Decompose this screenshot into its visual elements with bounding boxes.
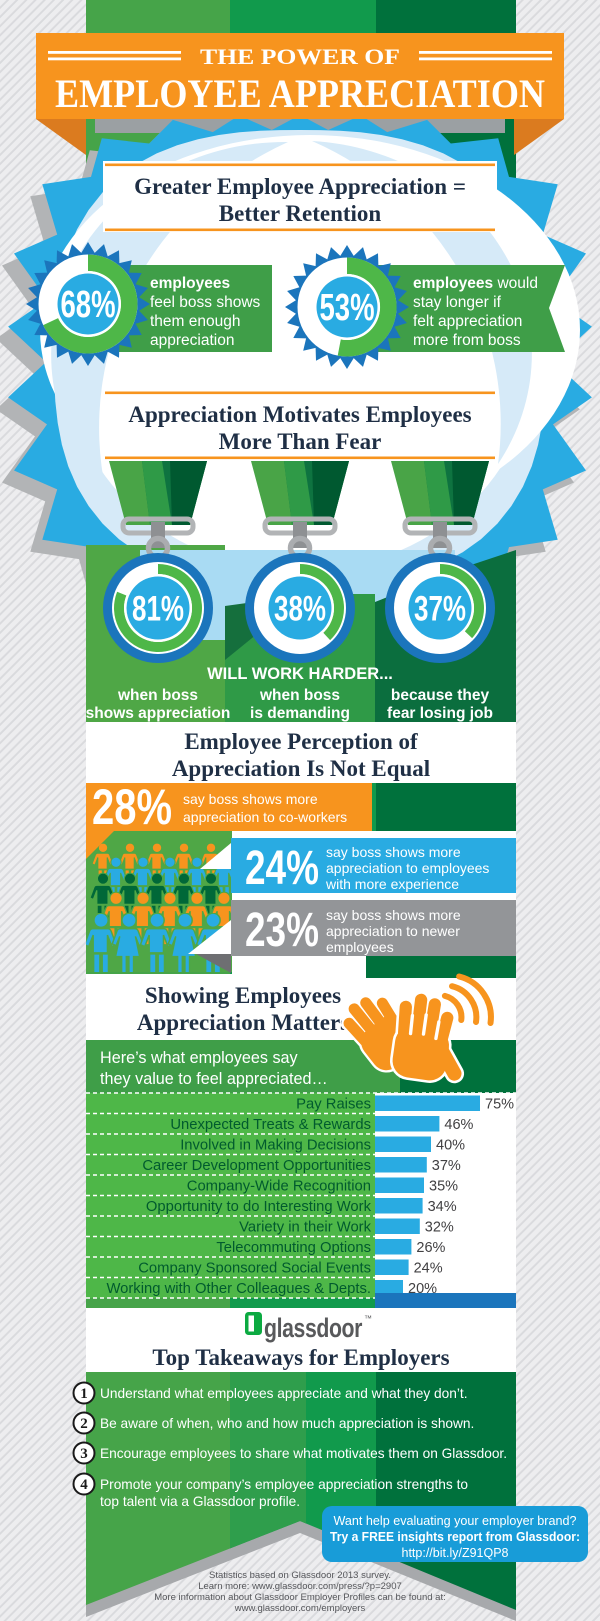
svg-text:Try a FREE insights report fro: Try a FREE insights report from Glassdoo…	[330, 1530, 580, 1544]
svg-text:Greater Employee Appreciation: Greater Employee Appreciation =	[134, 174, 466, 199]
svg-text:say boss shows more: say boss shows more	[183, 791, 318, 807]
svg-text:81%: 81%	[132, 590, 184, 629]
svg-text:28%: 28%	[92, 779, 172, 835]
svg-text:More information about Glassdo: More information about Glassdoor Employe…	[154, 1592, 446, 1603]
svg-text:Appreciation Motivates Employe: Appreciation Motivates Employees	[128, 402, 471, 427]
svg-text:4: 4	[80, 1477, 88, 1493]
svg-text:felt appreciation: felt appreciation	[413, 313, 522, 330]
svg-text:Variety in their Work: Variety in their Work	[239, 1220, 371, 1236]
svg-text:Company Sponsored Social Event: Company Sponsored Social Events	[138, 1261, 371, 1277]
svg-text:www.glassdoor.com/employers: www.glassdoor.com/employers	[234, 1603, 366, 1614]
svg-text:37%: 37%	[414, 590, 466, 629]
svg-text:Company-Wide Recognition: Company-Wide Recognition	[187, 1179, 371, 1195]
svg-text:Showing Employees: Showing Employees	[145, 983, 341, 1008]
svg-text:say boss shows more: say boss shows more	[326, 844, 461, 860]
svg-text:68%: 68%	[61, 284, 116, 326]
svg-text:appreciation to newer: appreciation to newer	[326, 923, 460, 939]
svg-text:Want help evaluating your empl: Want help evaluating your employer brand…	[334, 1514, 577, 1528]
svg-text:38%: 38%	[274, 590, 326, 629]
svg-text:32%: 32%	[425, 1220, 454, 1236]
svg-text:is demanding: is demanding	[250, 705, 350, 722]
svg-text:24%: 24%	[414, 1261, 443, 1277]
svg-text:24%: 24%	[245, 842, 319, 895]
svg-text:Employee Perception of: Employee Perception of	[184, 729, 418, 754]
svg-text:say boss shows more: say boss shows more	[326, 907, 461, 923]
svg-text:More Than Fear: More Than Fear	[219, 429, 382, 454]
svg-text:Here’s what employees say: Here’s what employees say	[100, 1049, 299, 1067]
svg-text:they value to feel appreciated: they value to feel appreciated…	[100, 1070, 328, 1088]
svg-text:™: ™	[364, 1314, 372, 1323]
svg-text:Unexpected Treats & Rewards: Unexpected Treats & Rewards	[170, 1117, 371, 1133]
svg-text:glassdoor: glassdoor	[264, 1313, 363, 1343]
svg-text:them enough: them enough	[150, 313, 241, 330]
svg-text:fear losing job: fear losing job	[387, 705, 493, 722]
svg-text:Promote your company’s employe: Promote your company’s employee apprecia…	[100, 1477, 468, 1492]
svg-text:Better Retention: Better Retention	[219, 201, 382, 226]
svg-text:because they: because they	[391, 687, 490, 704]
svg-text:THE POWER OF: THE POWER OF	[200, 44, 400, 69]
svg-text:Pay Raises: Pay Raises	[296, 1097, 371, 1113]
svg-text:more from boss: more from boss	[413, 332, 521, 349]
svg-text:Understand what employees appr: Understand what employees appreciate and…	[100, 1386, 468, 1401]
svg-text:35%: 35%	[429, 1179, 458, 1195]
svg-text:EMPLOYEE APPRECIATION: EMPLOYEE APPRECIATION	[55, 71, 545, 116]
svg-text:75%: 75%	[485, 1097, 514, 1113]
svg-text:feel boss shows: feel boss shows	[150, 294, 261, 311]
svg-text:with more experience: with more experience	[325, 876, 459, 892]
svg-text:employees: employees	[150, 275, 230, 292]
svg-text:appreciation: appreciation	[150, 332, 234, 349]
svg-text:Top Takeaways for Employers: Top Takeaways for Employers	[152, 1345, 449, 1370]
svg-text:Working with Other Colleagues: Working with Other Colleagues & Depts.	[106, 1281, 371, 1297]
svg-text:53%: 53%	[320, 287, 375, 329]
svg-text:http://bit.ly/Z91QP8: http://bit.ly/Z91QP8	[402, 1546, 509, 1560]
svg-text:when boss: when boss	[259, 687, 340, 704]
svg-text:34%: 34%	[428, 1199, 457, 1215]
svg-text:Encourage employees to share w: Encourage employees to share what motiva…	[100, 1446, 507, 1461]
svg-text:Opportunity to do Interesting: Opportunity to do Interesting Work	[146, 1199, 372, 1215]
svg-text:26%: 26%	[416, 1240, 445, 1256]
svg-text:Telecommuting Options: Telecommuting Options	[216, 1240, 371, 1256]
svg-text:46%: 46%	[444, 1117, 473, 1133]
svg-text:Involved in Making Decisions: Involved in Making Decisions	[180, 1138, 371, 1154]
svg-text:Appreciation Matters: Appreciation Matters	[137, 1010, 349, 1035]
svg-text:when boss: when boss	[117, 687, 198, 704]
svg-text:1: 1	[80, 1386, 88, 1402]
svg-text:3: 3	[80, 1446, 88, 1462]
svg-text:employees would: employees would	[413, 275, 538, 292]
svg-text:employees: employees	[326, 939, 394, 955]
svg-text:appreciation to co-workers: appreciation to co-workers	[183, 809, 347, 825]
svg-text:appreciation to employees: appreciation to employees	[326, 860, 489, 876]
svg-text:Statistics based on Glassdoor: Statistics based on Glassdoor 2013 surve…	[209, 1570, 391, 1581]
svg-text:23%: 23%	[245, 904, 319, 957]
svg-text:37%: 37%	[432, 1158, 461, 1174]
svg-text:Appreciation Is Not Equal: Appreciation Is Not Equal	[172, 756, 430, 781]
svg-text:40%: 40%	[436, 1138, 465, 1154]
svg-text:top talent via a Glassdoor pro: top talent via a Glassdoor profile.	[100, 1494, 300, 1509]
svg-text:WILL WORK HARDER...: WILL WORK HARDER...	[207, 665, 393, 683]
svg-text:Be aware of when, who and how: Be aware of when, who and how much appre…	[100, 1416, 474, 1431]
svg-text:stay longer if: stay longer if	[413, 294, 502, 311]
svg-text:2: 2	[80, 1416, 88, 1432]
svg-text:Learn more: www.glassdoor.com/: Learn more: www.glassdoor.com/press/?p=2…	[198, 1581, 402, 1592]
svg-text:shows appreciation: shows appreciation	[86, 705, 231, 722]
svg-text:Career Development Opportuniti: Career Development Opportunities	[142, 1158, 371, 1174]
